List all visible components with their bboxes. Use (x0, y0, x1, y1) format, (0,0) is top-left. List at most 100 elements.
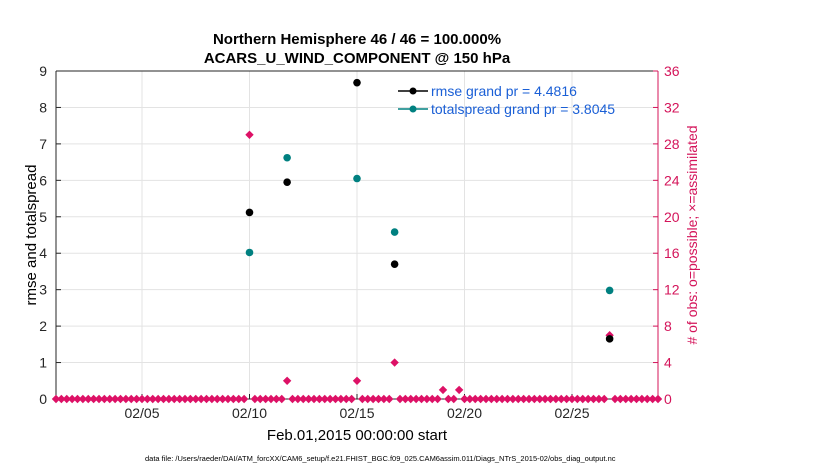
obs-count-marker (471, 394, 480, 404)
obs-count-marker (589, 394, 598, 404)
obs-count-marker (78, 394, 88, 404)
obs-count-marker (336, 394, 346, 404)
left-y-tick-label: 3 (39, 282, 47, 298)
obs-count-marker (159, 394, 168, 404)
right-y-tick-label: 0 (664, 391, 672, 407)
legend-rmse-label: rmse grand pr = 4.4816 (431, 83, 577, 99)
obs-count-marker (411, 394, 421, 404)
rmse-point (390, 260, 399, 268)
obs-count-marker (266, 394, 276, 404)
obs-count-marker (401, 394, 410, 404)
obs-count-marker (137, 394, 147, 404)
obs-count-marker (358, 394, 367, 404)
obs-count-marker (299, 394, 308, 404)
obs-count-marker (519, 394, 528, 404)
obs-count-marker (465, 394, 475, 404)
obs-count-marker (535, 394, 544, 404)
obs-count-marker (616, 394, 625, 404)
obs-count-marker (148, 394, 157, 404)
obs-count-marker (234, 394, 243, 404)
right-y-axis-ticks: 0 4 8 12 16 20 24 28 32 36 (653, 63, 680, 407)
obs-count-marker (594, 394, 604, 404)
obs-count-marker (164, 394, 174, 404)
totalspread-point (283, 153, 291, 162)
obs-count-marker (282, 376, 292, 385)
totalspread-point (605, 286, 614, 295)
obs-count-marker (444, 394, 453, 404)
obs-count-marker (449, 394, 458, 404)
obs-count-marker (573, 394, 582, 404)
obs-count-marker (143, 394, 152, 404)
right-y-tick-label: 8 (664, 318, 672, 334)
left-y-tick-label: 9 (39, 63, 47, 79)
x-tick-label: 02/25 (554, 405, 589, 421)
legend: rmse grand pr = 4.4816 totalspread grand… (398, 83, 615, 117)
totalspread-point (390, 228, 399, 236)
obs-count-marker (562, 394, 571, 404)
right-y-tick-label: 12 (664, 282, 680, 298)
left-y-tick-label: 1 (39, 355, 47, 371)
obs-count-marker (315, 394, 324, 404)
obs-count-marker (583, 394, 593, 404)
left-y-tick-label: 0 (39, 391, 47, 407)
obs-count-marker (476, 394, 485, 404)
totalspread-point (245, 248, 254, 257)
right-y-tick-label: 20 (664, 209, 680, 225)
obs-count-marker (551, 394, 561, 404)
obs-count-marker (116, 394, 125, 404)
obs-count-marker (530, 394, 539, 404)
left-y-axis-label: rmse and totalspread (23, 165, 40, 306)
obs-count-marker (57, 394, 66, 404)
obs-count-marker (245, 130, 254, 139)
obs-count-marker (170, 394, 179, 404)
obs-count-marker (73, 394, 82, 404)
obs-count-marker (567, 394, 577, 404)
left-y-axis-ticks: 0 1 2 3 4 5 6 7 8 9 (39, 63, 61, 407)
data-file-footer: data file: /Users/raeder/DAI/ATM_forcXX/… (145, 454, 616, 463)
left-y-tick-label: 5 (39, 209, 47, 225)
obs-count-marker (460, 394, 469, 404)
obs-count-marker (438, 385, 448, 395)
obs-count-marker (293, 394, 303, 404)
right-y-tick-label: 16 (664, 245, 680, 261)
obs-count-marker (191, 394, 200, 404)
right-y-tick-label: 32 (664, 99, 680, 115)
obs-count-marker (428, 394, 437, 404)
obs-count-marker (105, 394, 114, 404)
x-tick-label: 02/20 (447, 405, 482, 421)
obs-count-marker (272, 394, 281, 404)
obs-count-marker (277, 394, 286, 404)
obs-count-marker (223, 394, 233, 404)
legend-rmse-marker (409, 87, 417, 95)
right-y-tick-label: 28 (664, 136, 680, 152)
obs-count-marker (100, 394, 109, 404)
left-y-tick-label: 6 (39, 172, 47, 188)
right-y-axis-label: # of obs: o=possible; ×=assimilated (684, 125, 700, 344)
obs-count-marker (433, 394, 442, 404)
obs-count-marker (497, 394, 507, 404)
obs-count-marker (352, 376, 362, 385)
obs-count-marker (213, 394, 222, 404)
obs-count-marker (540, 394, 550, 404)
right-y-tick-label: 24 (664, 172, 680, 188)
obs-count-marker (422, 394, 432, 404)
obs-count-marker (406, 394, 415, 404)
obs-count-marker (632, 394, 641, 404)
obs-count-marker (374, 394, 383, 404)
x-tick-label: 02/10 (232, 405, 267, 421)
obs-count-marker (239, 394, 249, 404)
obs-count-marker (492, 394, 501, 404)
obs-count-marker (51, 394, 61, 404)
left-y-tick-label: 2 (39, 318, 47, 334)
obs-count-marker (218, 394, 227, 404)
obs-count-marker (514, 394, 523, 404)
left-y-tick-label: 8 (39, 99, 47, 115)
obs-count-marker (653, 394, 663, 404)
series-markers (245, 78, 614, 343)
obs-count-marker (637, 394, 647, 404)
obs-count-marker (175, 394, 184, 404)
obs-count-marker (557, 394, 566, 404)
left-y-tick-label: 7 (39, 136, 47, 152)
obs-count-marker (196, 394, 206, 404)
